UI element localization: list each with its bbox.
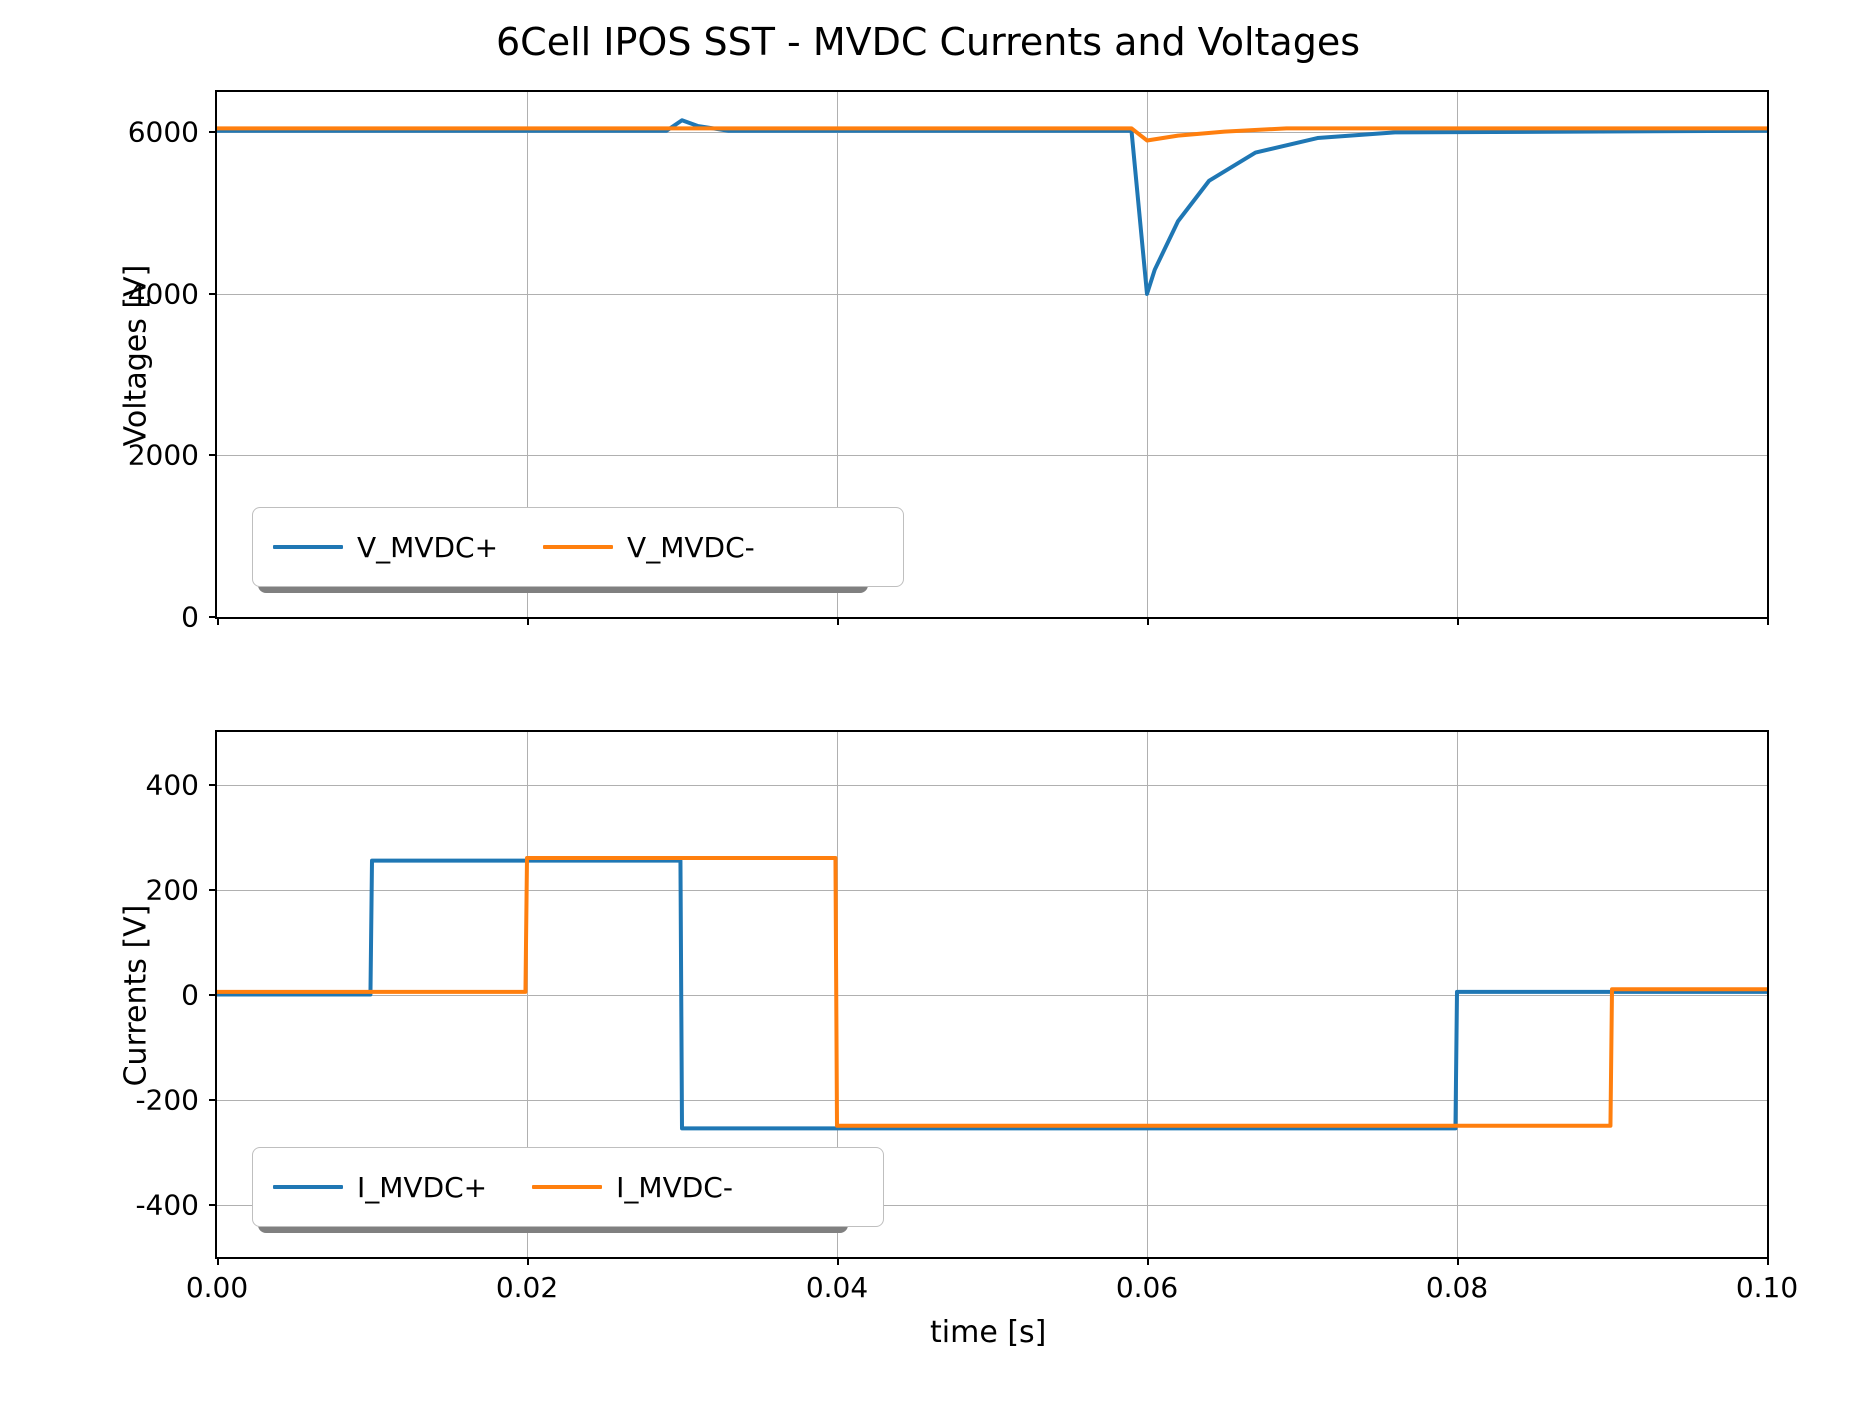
x-tick	[1767, 617, 1769, 625]
currents-subplot: 0.000.020.040.060.080.10-400-2000200400I…	[215, 730, 1769, 1259]
y-axis-label: Voltages [V]	[118, 264, 153, 446]
y-tick-label: 0	[181, 978, 217, 1011]
legend-line-icon	[532, 1185, 602, 1189]
y-tick-label: -200	[135, 1083, 217, 1116]
legend-label: I_MVDC+	[357, 1171, 487, 1204]
x-tick-label: 0.00	[186, 1257, 248, 1304]
x-tick	[1147, 617, 1149, 625]
x-tick-label: 0.08	[1426, 1257, 1488, 1304]
x-tick	[217, 617, 219, 625]
legend-item: I_MVDC-	[532, 1171, 733, 1204]
x-tick-label: 0.06	[1116, 1257, 1178, 1304]
y-axis-label: Currents [V]	[118, 904, 153, 1086]
series-V_MVDC+	[217, 120, 1767, 294]
y-tick-label: 6000	[128, 116, 217, 149]
legend-label: V_MVDC-	[627, 531, 755, 564]
chart-title: 6Cell IPOS SST - MVDC Currents and Volta…	[0, 20, 1856, 64]
legend-label: V_MVDC+	[357, 531, 498, 564]
x-tick-label: 0.10	[1736, 1257, 1798, 1304]
x-tick	[837, 617, 839, 625]
x-tick-label: 0.02	[496, 1257, 558, 1304]
figure: 6Cell IPOS SST - MVDC Currents and Volta…	[0, 0, 1856, 1420]
legend-line-icon	[273, 545, 343, 549]
series-I_MVDC+	[217, 861, 1767, 1129]
x-tick	[527, 617, 529, 625]
y-tick-label: 400	[146, 768, 217, 801]
series-V_MVDC-	[217, 128, 1767, 140]
x-tick-label: 0.04	[806, 1257, 868, 1304]
y-tick-label: 200	[146, 873, 217, 906]
legend-item: I_MVDC+	[273, 1171, 487, 1204]
legend-item: V_MVDC-	[543, 531, 755, 564]
x-axis-label: time [s]	[930, 1315, 1046, 1350]
legend-label: I_MVDC-	[616, 1171, 733, 1204]
y-tick-label: 0	[181, 601, 217, 634]
legend-line-icon	[543, 545, 613, 549]
legend: V_MVDC+ V_MVDC-	[252, 507, 904, 587]
legend: I_MVDC+ I_MVDC-	[252, 1147, 884, 1227]
legend-line-icon	[273, 1185, 343, 1189]
voltages-subplot: 0200040006000V_MVDC+V_MVDC-	[215, 90, 1769, 619]
y-tick-label: -400	[135, 1188, 217, 1221]
legend-item: V_MVDC+	[273, 531, 498, 564]
x-tick	[1457, 617, 1459, 625]
